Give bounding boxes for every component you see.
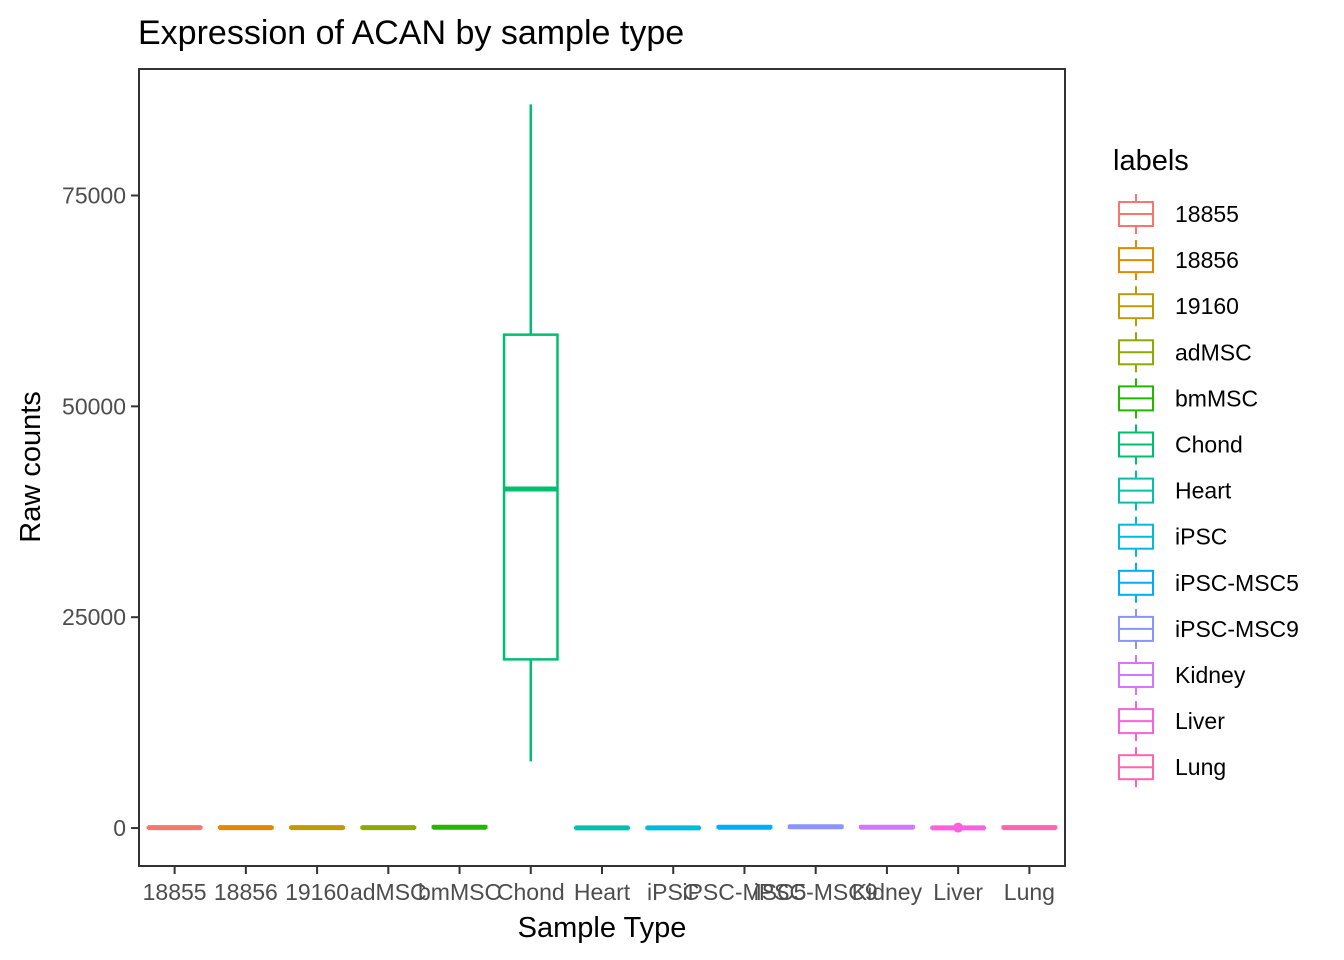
- chart-title: Expression of ACAN by sample type: [138, 14, 684, 52]
- legend-item-ipsc-msc9: iPSC-MSC9: [1118, 608, 1299, 649]
- box-18856: [217, 825, 274, 831]
- box-bmmsc: [431, 824, 488, 830]
- box-ipsc-msc5: [716, 824, 773, 830]
- x-tick-label: iPSC: [647, 879, 699, 905]
- legend-label: iPSC: [1175, 524, 1227, 550]
- x-tick-label: 18855: [143, 879, 207, 905]
- legend-item-ipsc: iPSC: [1118, 516, 1227, 557]
- y-tick-label: 25000: [62, 604, 126, 630]
- legend-item-liver: Liver: [1118, 701, 1225, 742]
- x-tick-label: Lung: [1004, 879, 1055, 905]
- box-liver: [930, 822, 987, 833]
- x-tick-label: 19160: [285, 879, 349, 905]
- legend-item-heart: Heart: [1118, 470, 1232, 511]
- y-tick-label: 50000: [62, 393, 126, 419]
- box-heart: [574, 825, 630, 831]
- legend-title: labels: [1113, 145, 1189, 177]
- box-ipsc: [645, 825, 702, 831]
- box-lung: [1001, 825, 1058, 831]
- outlier-point: [953, 822, 964, 833]
- legend-label: iPSC-MSC9: [1175, 616, 1299, 642]
- y-axis-title: Raw counts: [15, 391, 47, 543]
- x-tick-label: Chond: [497, 879, 565, 905]
- x-tick-label: adMSC: [350, 879, 427, 905]
- x-axis-title: Sample Type: [518, 912, 687, 944]
- y-tick-label: 0: [113, 815, 126, 841]
- legend-item-18855: 18855: [1118, 194, 1239, 234]
- legend-item-18856: 18856: [1118, 240, 1239, 281]
- x-tick-label: iPSC-MSC9: [754, 879, 878, 905]
- legend-label: bmMSC: [1175, 385, 1258, 411]
- legend-label: Kidney: [1175, 662, 1246, 688]
- x-tick-label: Heart: [574, 879, 631, 905]
- legend-label: Heart: [1175, 478, 1232, 504]
- legend-label: iPSC-MSC5: [1175, 570, 1299, 596]
- x-tick-label: Kidney: [852, 879, 923, 905]
- x-tick-label: bmMSC: [418, 879, 501, 905]
- x-tick-label: Liver: [933, 879, 983, 905]
- legend-label: 18856: [1175, 247, 1239, 273]
- box-admsc: [360, 825, 417, 831]
- legend-item-bmmsc: bmMSC: [1118, 378, 1258, 419]
- x-tick-label: 18856: [214, 879, 278, 905]
- legend-item-19160: 19160: [1118, 286, 1239, 327]
- legend-label: adMSC: [1175, 339, 1252, 365]
- legend: labels 18855 18856 19160 adMSC bmMSC Chond Hea…: [1113, 145, 1299, 788]
- box-18855: [146, 825, 203, 831]
- y-tick-label: 75000: [62, 183, 126, 209]
- y-axis: 0 25000 50000 75000: [62, 183, 139, 841]
- legend-item-admsc: adMSC: [1118, 332, 1252, 373]
- legend-label: 18855: [1175, 201, 1239, 227]
- box-19160: [289, 825, 346, 831]
- legend-item-chond: Chond: [1118, 424, 1243, 465]
- box-kidney: [858, 824, 915, 830]
- legend-item-lung: Lung: [1118, 747, 1226, 788]
- legend-label: 19160: [1175, 293, 1239, 319]
- box-ipsc-msc9: [787, 824, 844, 830]
- legend-label: Lung: [1175, 754, 1226, 780]
- box-chond: [502, 104, 559, 762]
- legend-item-ipsc-msc5: iPSC-MSC5: [1118, 562, 1299, 603]
- plot-panel: [138, 68, 1066, 867]
- x-tick-label: iPSC-MSC5: [682, 879, 806, 905]
- box-body: [502, 333, 559, 661]
- legend-label: Chond: [1175, 432, 1243, 458]
- boxes-layer: [146, 104, 1058, 833]
- legend-label: Liver: [1175, 708, 1225, 734]
- legend-item-kidney: Kidney: [1118, 655, 1246, 695]
